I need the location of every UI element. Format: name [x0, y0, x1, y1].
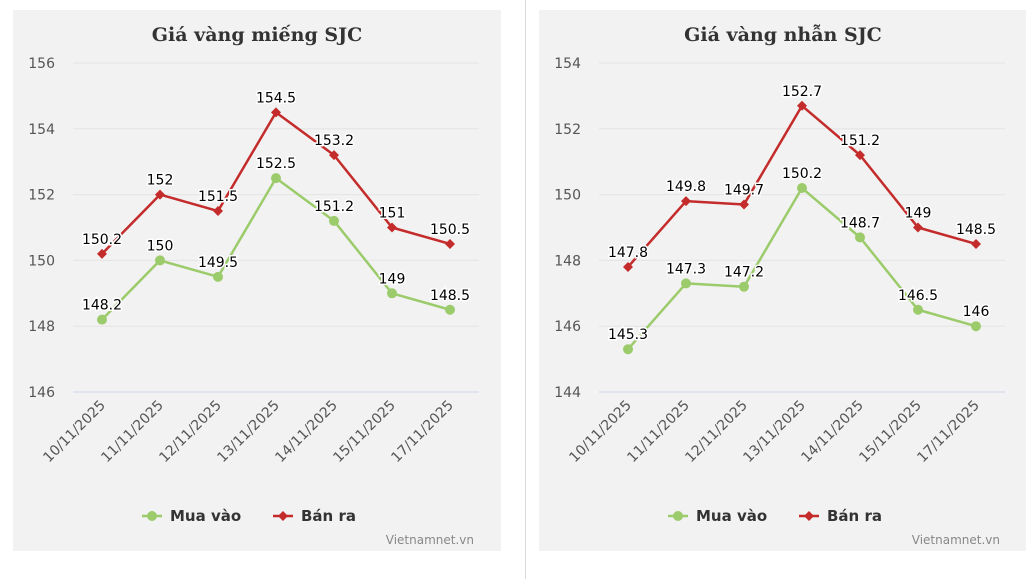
data-point-mua-vao [739, 281, 749, 292]
legend-marker-ban-ra [804, 511, 814, 521]
y-tick-label: 150 [28, 253, 55, 269]
y-tick-label: 152 [554, 122, 581, 138]
y-tick-label: 146 [28, 385, 55, 401]
y-tick-label: 150 [554, 188, 581, 204]
data-point-ban-ra [913, 222, 923, 233]
data-label-ban-ra: 147.8 [608, 245, 648, 261]
legend-label-ban-ra: Bán ra [301, 507, 356, 525]
data-label-mua-vao: 148.7 [840, 215, 880, 231]
data-label-ban-ra: 151.2 [840, 133, 880, 149]
y-tick-label: 148 [554, 253, 581, 269]
credit-label: Vietnamnet.vn [912, 533, 1000, 547]
data-label-ban-ra: 149 [905, 206, 932, 222]
data-point-mua-vao [329, 215, 339, 226]
data-label-ban-ra: 149.7 [724, 182, 764, 198]
data-label-mua-vao: 149.5 [198, 255, 238, 271]
data-point-ban-ra [387, 222, 397, 233]
chart-title: Giá vàng miếng SJC [152, 24, 362, 46]
data-label-ban-ra: 152.7 [782, 84, 822, 100]
x-tick-label: 17/11/2025 [388, 398, 456, 466]
y-tick-label: 144 [554, 385, 581, 401]
y-tick-label: 152 [28, 188, 55, 204]
chart-mieng-svg: Giá vàng miếng SJC14614815015215415610/1… [28, 24, 479, 547]
y-tick-label: 148 [28, 319, 55, 335]
data-label-mua-vao: 149 [379, 271, 406, 287]
data-point-mua-vao [213, 271, 223, 282]
data-point-mua-vao [445, 304, 455, 315]
data-label-mua-vao: 145.3 [608, 327, 648, 343]
data-label-ban-ra: 149.8 [666, 179, 706, 195]
data-label-mua-vao: 146 [963, 304, 990, 320]
credit-label: Vietnamnet.vn [386, 533, 474, 547]
data-point-ban-ra [97, 248, 107, 259]
data-point-ban-ra [623, 261, 633, 272]
data-point-ban-ra [681, 196, 691, 207]
data-label-mua-vao: 152.5 [256, 156, 296, 172]
chart-nhan-svg: Giá vàng nhẫn SJC14414614815015215410/11… [554, 24, 1005, 547]
data-label-ban-ra: 152 [147, 173, 174, 189]
legend-label-mua-vao: Mua vào [696, 507, 767, 525]
data-point-ban-ra [971, 238, 981, 249]
data-point-ban-ra [855, 150, 865, 161]
x-tick-label: 17/11/2025 [914, 398, 982, 466]
y-tick-label: 154 [28, 122, 55, 138]
legend-marker-mua-vao [147, 511, 157, 521]
data-label-mua-vao: 150.2 [782, 166, 822, 182]
data-point-mua-vao [681, 278, 691, 289]
data-label-ban-ra: 151 [379, 206, 406, 222]
y-tick-label: 156 [28, 56, 55, 72]
data-point-mua-vao [97, 314, 107, 325]
panel-divider [525, 0, 526, 579]
data-point-mua-vao [913, 304, 923, 315]
data-label-mua-vao: 147.3 [666, 261, 706, 277]
data-label-mua-vao: 148.5 [430, 288, 470, 304]
data-label-mua-vao: 147.2 [724, 265, 764, 281]
data-label-ban-ra: 150.2 [82, 232, 122, 248]
chart-panel-nhan: Giá vàng nhẫn SJC 144 146 148 150 152 154 10/11… [539, 10, 1026, 551]
data-label-mua-vao: 148.2 [82, 298, 122, 314]
legend-marker-ban-ra [278, 511, 288, 521]
data-point-mua-vao [387, 288, 397, 299]
chart-panel-mieng: Giá vàng miếng SJC 146 148 150 152 154 156 10/1… [13, 10, 501, 551]
data-label-ban-ra: 154.5 [256, 90, 296, 106]
data-point-ban-ra [155, 189, 165, 200]
data-point-mua-vao [855, 232, 865, 243]
data-point-mua-vao [623, 344, 633, 355]
data-point-ban-ra [739, 199, 749, 210]
data-label-mua-vao: 146.5 [898, 288, 938, 304]
data-point-mua-vao [797, 183, 807, 194]
data-point-ban-ra [797, 100, 807, 111]
data-point-ban-ra [445, 238, 455, 249]
data-point-ban-ra [271, 107, 281, 118]
data-point-mua-vao [155, 255, 165, 266]
data-point-ban-ra [213, 206, 223, 217]
y-tick-label: 154 [554, 56, 581, 72]
data-point-ban-ra [329, 150, 339, 161]
legend-label-ban-ra: Bán ra [827, 507, 882, 525]
data-label-ban-ra: 153.2 [314, 133, 354, 149]
data-point-mua-vao [971, 321, 981, 332]
y-tick-label: 146 [554, 319, 581, 335]
legend-marker-mua-vao [673, 511, 683, 521]
chart-title: Giá vàng nhẫn SJC [684, 24, 882, 46]
data-label-mua-vao: 150 [147, 238, 174, 254]
data-label-ban-ra: 151.5 [198, 189, 238, 205]
data-label-mua-vao: 151.2 [314, 199, 354, 215]
legend-label-mua-vao: Mua vào [170, 507, 241, 525]
data-point-mua-vao [271, 173, 281, 184]
data-label-ban-ra: 148.5 [956, 222, 996, 238]
data-label-ban-ra: 150.5 [430, 222, 470, 238]
